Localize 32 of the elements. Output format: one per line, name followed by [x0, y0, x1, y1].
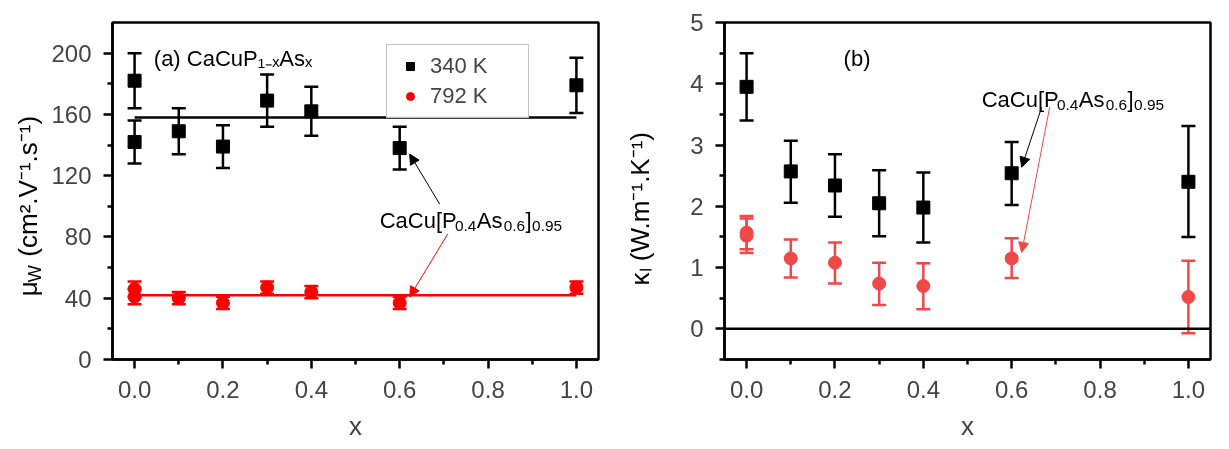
- y-tick-label: 120: [51, 162, 92, 190]
- y-tick-label: 40: [64, 284, 92, 312]
- y-axis-title: μW (cm².V⁻¹.s⁻¹): [12, 115, 45, 297]
- y-tick-label: 1: [690, 254, 704, 282]
- text: (b): [843, 46, 871, 71]
- x-tick-label: 0.2: [818, 375, 852, 403]
- x-tick-label: 0.8: [471, 375, 505, 403]
- x-tick-label: 0.6: [995, 375, 1029, 403]
- legend-label: 340 K: [430, 53, 489, 79]
- x-tick-label: 0.4: [294, 375, 329, 403]
- y-tick-label: 200: [51, 39, 92, 67]
- x-axis-title: x: [349, 410, 362, 441]
- y-tick-label: 2: [690, 192, 704, 220]
- x-tick-label: 0.2: [206, 375, 240, 403]
- x-tick-label: 0.8: [1083, 375, 1117, 403]
- x-tick-label: 0.0: [729, 375, 764, 403]
- y-tick-label: 0: [78, 346, 92, 373]
- legend-label: 792 K: [430, 83, 489, 109]
- y-axis-title: κₗ (W.m⁻¹.K⁻¹): [624, 131, 655, 286]
- y-tick-label: 5: [690, 9, 704, 36]
- y-tick-label: 160: [51, 100, 92, 128]
- x-tick-label: 1.0: [559, 375, 594, 403]
- y-tick-label: 0: [690, 315, 704, 343]
- x-tick-label: 0.6: [383, 375, 417, 403]
- text: (a) CaCuP₁₋ₓAsₓ: [153, 46, 314, 71]
- y-tick-label: 80: [64, 223, 92, 251]
- x-axis-title: x: [961, 410, 974, 441]
- x-tick-label: 0.4: [906, 375, 941, 403]
- y-tick-label: 3: [690, 131, 704, 159]
- y-tick-label: 4: [690, 70, 704, 98]
- x-tick-label: 0.0: [117, 375, 152, 403]
- x-tick-label: 1.0: [1171, 375, 1206, 403]
